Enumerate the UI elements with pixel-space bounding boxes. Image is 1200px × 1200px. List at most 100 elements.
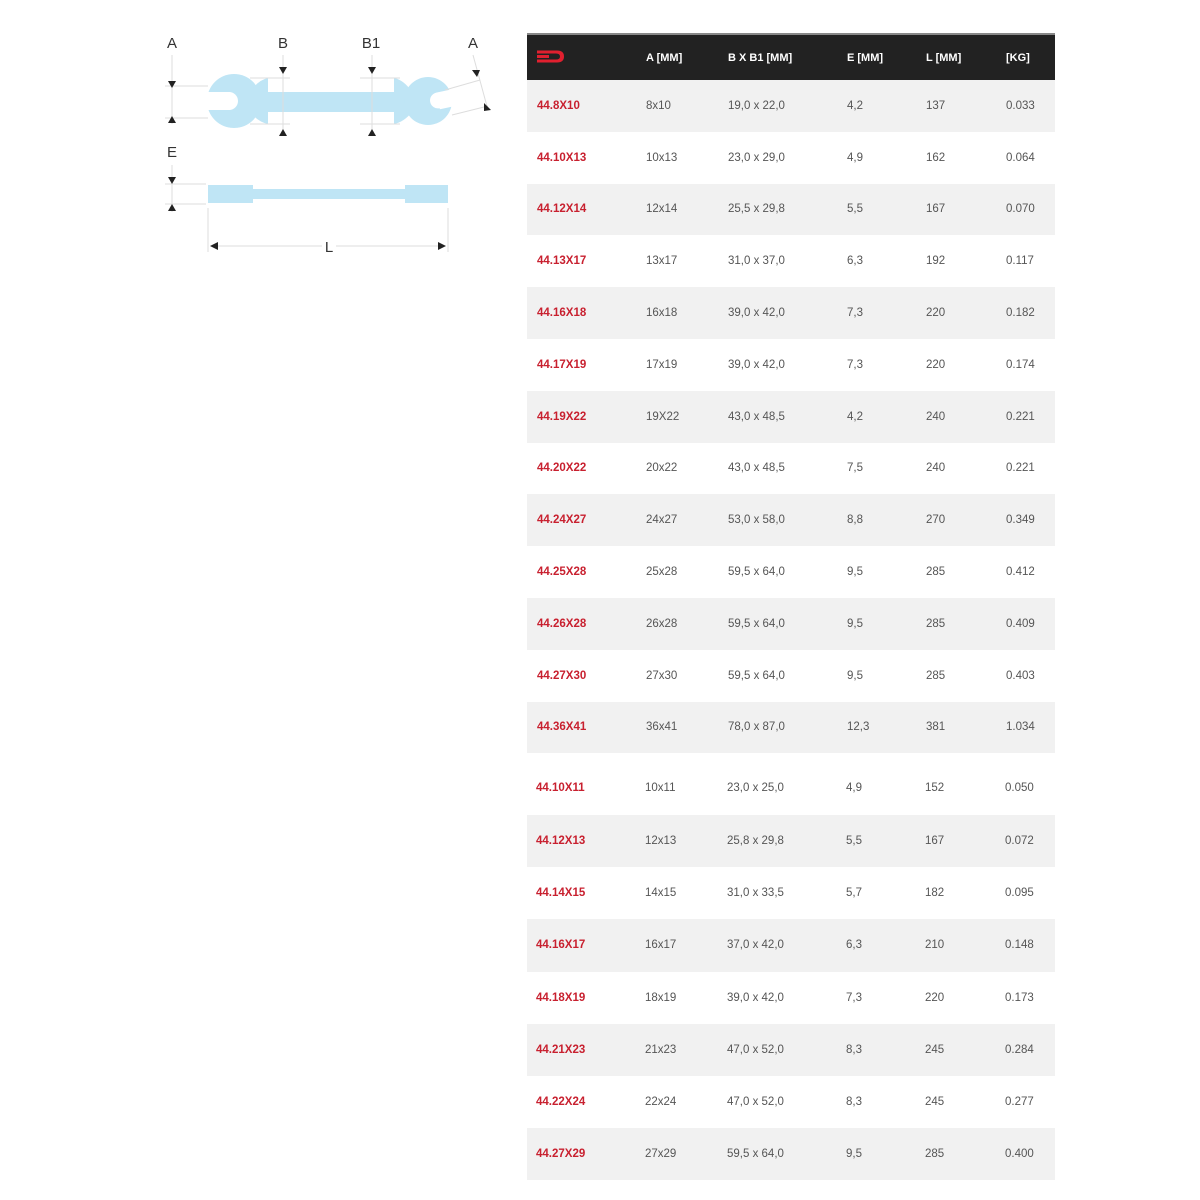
- cell-b-b1-mm: 23,0 x 25,0: [727, 781, 784, 794]
- cell-weight-kg: 0.174: [1006, 358, 1035, 371]
- table-row: 44.22X24 22x24 47,0 x 52,0 8,3 245 0.277: [527, 1076, 1055, 1128]
- column-header-l: L [MM]: [926, 51, 962, 64]
- table-row: 44.16X18 16x18 39,0 x 42,0 7,3 220 0.182: [527, 287, 1055, 339]
- table-row: 44.36X41 36x41 78,0 x 87,0 12,3 381 1.034: [527, 701, 1055, 754]
- cell-weight-kg: 0.412: [1006, 566, 1035, 579]
- cell-b-b1-mm: 25,5 x 29,8: [728, 203, 785, 216]
- table-row: 44.19X22 19X22 43,0 x 48,5 4,2 240 0.221: [527, 390, 1055, 443]
- cell-reference-code[interactable]: 44.10X13: [537, 151, 587, 164]
- cell-e-mm: 5,5: [846, 835, 862, 848]
- cell-l-mm: 240: [926, 410, 946, 423]
- cell-l-mm: 381: [926, 721, 946, 734]
- cell-reference-code[interactable]: 44.20X22: [537, 462, 587, 475]
- cell-e-mm: 9,5: [847, 566, 863, 579]
- cell-l-mm: 167: [925, 835, 945, 848]
- cell-a-mm: 27x29: [645, 1148, 677, 1161]
- cell-a-mm: 36x41: [646, 721, 678, 734]
- cell-reference-code[interactable]: 44.36X41: [537, 721, 587, 734]
- cell-l-mm: 137: [926, 99, 946, 112]
- cell-weight-kg: 0.117: [1006, 255, 1034, 268]
- cell-e-mm: 6,3: [847, 255, 863, 268]
- table-row: 44.13X17 13x17 31,0 x 37,0 6,3 192 0.117: [527, 235, 1055, 287]
- cell-reference-code[interactable]: 44.21X23: [536, 1043, 586, 1056]
- cell-l-mm: 285: [925, 1148, 945, 1161]
- cell-e-mm: 7,3: [847, 358, 863, 371]
- cell-reference-code[interactable]: 44.26X28: [537, 617, 587, 630]
- table-row: 44.27X30 27x30 59,5 x 64,0 9,5 285 0.403: [527, 650, 1055, 702]
- table-row: 44.8X10 8x10 19,0 x 22,0 4,2 137 0.033: [527, 80, 1055, 132]
- cell-weight-kg: 0.403: [1006, 669, 1035, 682]
- cell-reference-code[interactable]: 44.25X28: [537, 566, 587, 579]
- cell-a-mm: 22x24: [645, 1096, 677, 1109]
- cell-reference-code[interactable]: 44.10X11: [536, 781, 585, 794]
- cell-e-mm: 6,3: [846, 939, 862, 952]
- cell-e-mm: 5,7: [846, 887, 862, 900]
- cell-b-b1-mm: 59,5 x 64,0: [728, 669, 785, 682]
- cell-reference-code[interactable]: 44.22X24: [536, 1096, 586, 1109]
- cell-l-mm: 285: [926, 566, 946, 579]
- cell-a-mm: 24x27: [646, 514, 678, 527]
- cell-reference-code[interactable]: 44.19X22: [537, 410, 587, 423]
- cell-e-mm: 9,5: [846, 1148, 862, 1161]
- label-l: L: [325, 239, 333, 256]
- cell-reference-code[interactable]: 44.12X14: [537, 203, 587, 216]
- cell-a-mm: 12x14: [646, 203, 678, 216]
- cell-b-b1-mm: 39,0 x 42,0: [727, 991, 784, 1004]
- table-row: 44.21X23 21x23 47,0 x 52,0 8,3 245 0.284: [527, 1023, 1055, 1076]
- cell-l-mm: 220: [925, 991, 945, 1004]
- cell-reference-code[interactable]: 44.16X17: [536, 939, 586, 952]
- cell-e-mm: 4,9: [846, 781, 862, 794]
- column-header-b-b1: B X B1 [MM]: [728, 51, 793, 64]
- cell-b-b1-mm: 47,0 x 52,0: [727, 1043, 784, 1056]
- table-row: 44.10X11 10x11 23,0 x 25,0 4,9 152 0.050: [527, 760, 1055, 815]
- cell-weight-kg: 0.095: [1005, 887, 1034, 900]
- cell-e-mm: 4,2: [847, 99, 863, 112]
- cell-b-b1-mm: 43,0 x 48,5: [728, 462, 785, 475]
- cell-b-b1-mm: 43,0 x 48,5: [728, 410, 785, 423]
- table-row: 44.16X17 16x17 37,0 x 42,0 6,3 210 0.148: [527, 919, 1055, 972]
- cell-weight-kg: 0.070: [1006, 203, 1035, 216]
- label-b1: B1: [362, 35, 380, 52]
- cell-b-b1-mm: 59,5 x 64,0: [727, 1148, 784, 1161]
- cell-reference-code[interactable]: 44.27X30: [537, 669, 587, 682]
- cell-b-b1-mm: 31,0 x 33,5: [727, 887, 784, 900]
- cell-l-mm: 285: [926, 617, 946, 630]
- column-header-e: E [MM]: [847, 51, 884, 64]
- cell-reference-code[interactable]: 44.18X19: [536, 991, 586, 1004]
- cell-l-mm: 285: [926, 669, 946, 682]
- cell-e-mm: 5,5: [847, 203, 863, 216]
- cell-reference-code[interactable]: 44.8X10: [537, 99, 580, 112]
- cell-l-mm: 152: [925, 781, 945, 794]
- cell-l-mm: 220: [926, 307, 946, 320]
- cell-a-mm: 8x10: [646, 99, 671, 112]
- cell-reference-code[interactable]: 44.14X15: [536, 887, 586, 900]
- cell-b-b1-mm: 19,0 x 22,0: [728, 99, 785, 112]
- cell-b-b1-mm: 59,5 x 64,0: [728, 566, 785, 579]
- column-header-weight: [KG]: [1006, 51, 1030, 64]
- cell-b-b1-mm: 39,0 x 42,0: [728, 307, 785, 320]
- cell-weight-kg: 0.148: [1005, 939, 1034, 952]
- table-row: 44.26X28 26x28 59,5 x 64,0 9,5 285 0.409: [527, 597, 1055, 650]
- cell-weight-kg: 0.277: [1005, 1096, 1034, 1109]
- cell-e-mm: 8,8: [847, 514, 863, 527]
- table-row: 44.14X15 14x15 31,0 x 33,5 5,7 182 0.095: [527, 867, 1055, 919]
- label-b: B: [278, 35, 288, 52]
- cell-e-mm: 7,3: [847, 307, 863, 320]
- table-row: 44.12X14 12x14 25,5 x 29,8 5,5 167 0.070: [527, 183, 1055, 236]
- cell-reference-code[interactable]: 44.27X29: [536, 1148, 586, 1161]
- cell-reference-code[interactable]: 44.24X27: [537, 514, 587, 527]
- cell-weight-kg: 0.284: [1005, 1043, 1034, 1056]
- cell-reference-code[interactable]: 44.17X19: [537, 358, 587, 371]
- cell-reference-code[interactable]: 44.13X17: [537, 255, 587, 268]
- table-row: 44.27X29 27x29 59,5 x 64,0 9,5 285 0.400: [527, 1128, 1055, 1181]
- cell-l-mm: 220: [926, 358, 946, 371]
- cell-e-mm: 12,3: [847, 721, 870, 734]
- label-a-right: A: [468, 35, 478, 52]
- cell-e-mm: 8,3: [846, 1096, 862, 1109]
- cell-b-b1-mm: 59,5 x 64,0: [728, 617, 785, 630]
- cell-reference-code[interactable]: 44.12X13: [536, 835, 586, 848]
- cell-b-b1-mm: 31,0 x 37,0: [728, 255, 785, 268]
- cell-reference-code[interactable]: 44.16X18: [537, 307, 587, 320]
- cell-e-mm: 4,2: [847, 410, 863, 423]
- cell-a-mm: 20x22: [646, 462, 678, 475]
